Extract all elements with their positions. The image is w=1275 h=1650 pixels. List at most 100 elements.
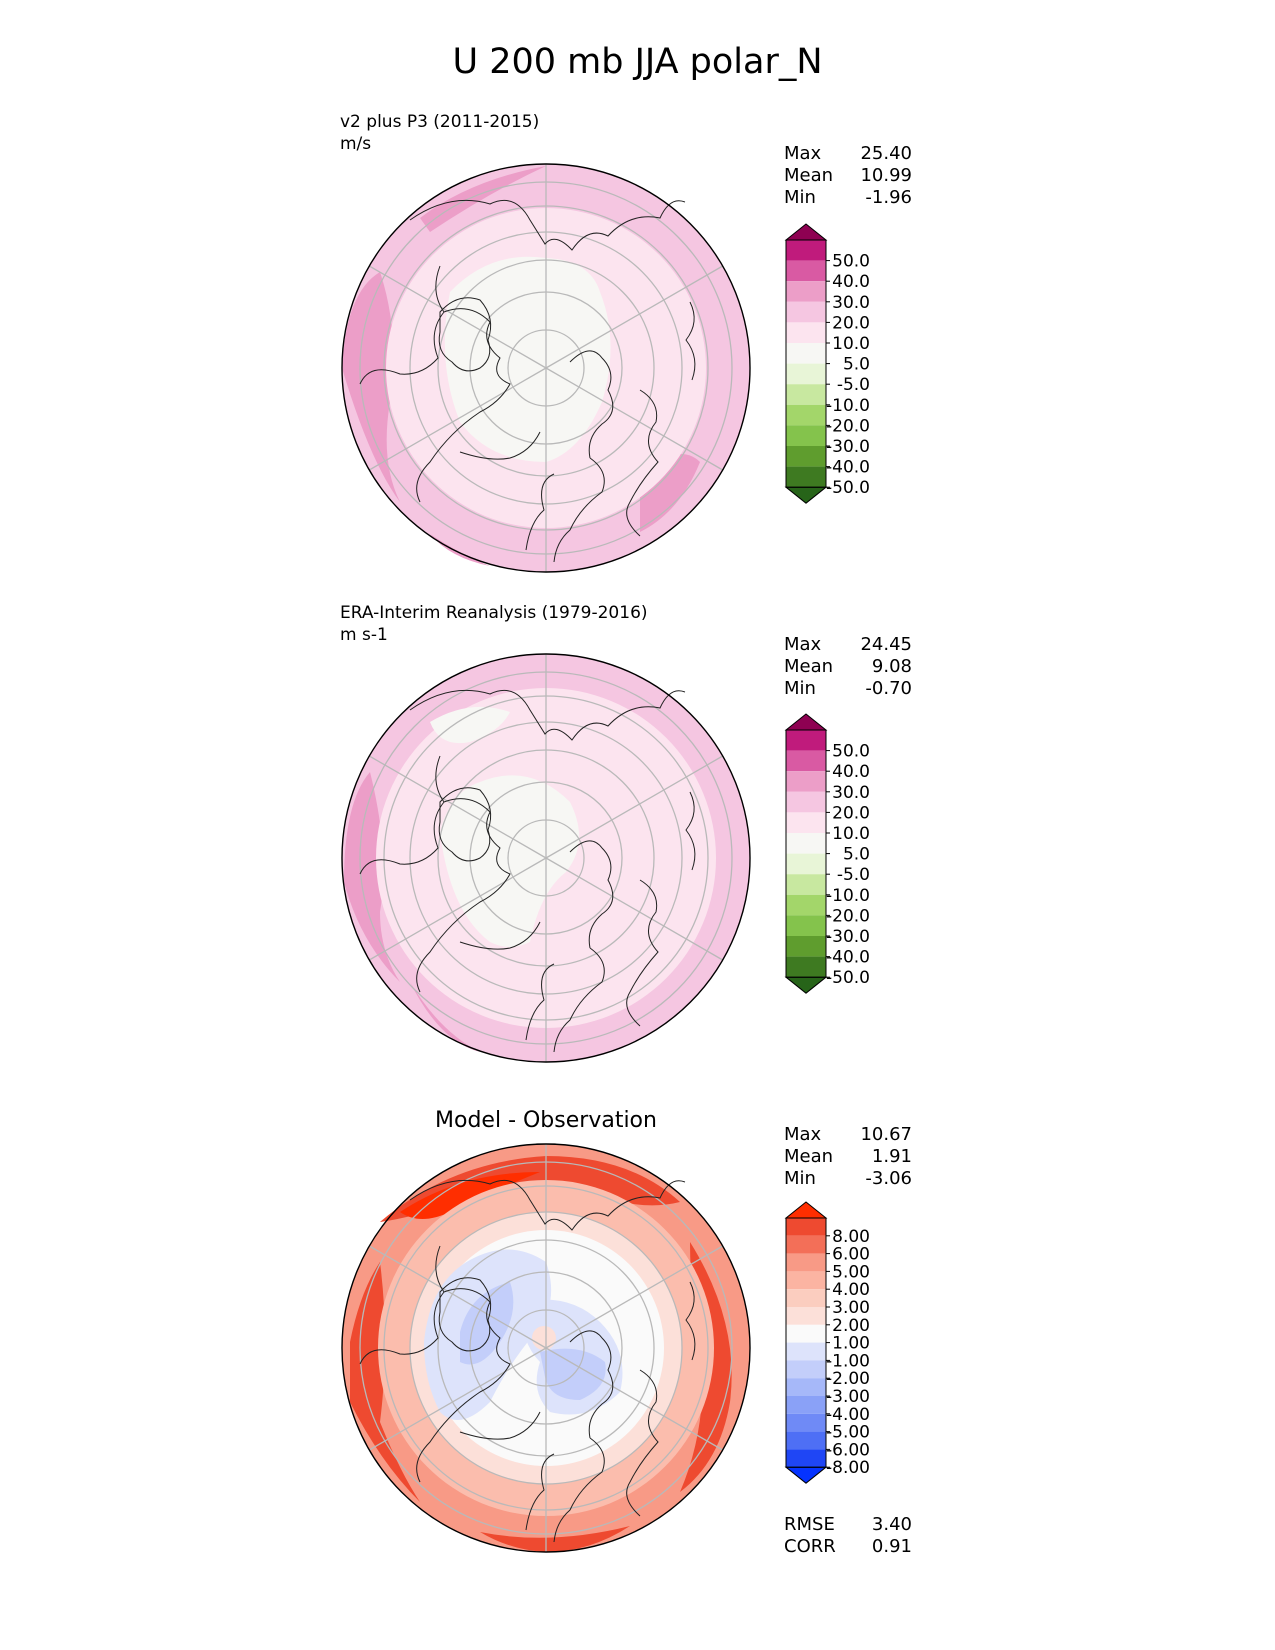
colorbar-tick-label: 40.0: [832, 762, 870, 782]
corr-label: CORR: [784, 1536, 836, 1557]
colorbar-tick-label: -5.0: [837, 375, 870, 395]
colorbar-tick-label: -4.00: [826, 1405, 870, 1425]
colorbar-tick-label: -30.0: [826, 927, 870, 947]
coastline: [553, 947, 605, 1053]
colorbar-tick-label: -2.00: [826, 1369, 870, 1389]
min-value: -0.70: [865, 678, 912, 699]
coastline: [359, 755, 445, 875]
panel-1-colorbar: 50.040.030.020.010.05.0-5.0-10.0-20.0-30…: [784, 223, 870, 504]
colorbar-tick-label: 5.00: [832, 1262, 870, 1282]
coastline: [459, 431, 541, 460]
panel-1-name: v2 plus P3 (2011-2015): [340, 112, 540, 132]
min-label: Min: [784, 678, 816, 699]
coastline: [409, 689, 686, 741]
colorbar-segment: [786, 771, 826, 792]
field-band-6-8: [350, 1262, 420, 1502]
colorbar-segment: [786, 425, 826, 446]
colorbar-tick-label: -40.0: [826, 458, 870, 478]
corr-value: 0.91: [871, 1536, 912, 1557]
panel-2-units: m s-1: [340, 625, 388, 645]
colorbar-tick-label: -8.00: [826, 1458, 870, 1478]
colorbar-segment: [786, 363, 826, 385]
colorbar-extend-bottom: [784, 486, 828, 504]
mean-value: 9.08: [871, 656, 912, 677]
max-label: Max: [784, 143, 822, 164]
coastline: [525, 473, 555, 551]
colorbar-tick-label: -1.00: [826, 1351, 870, 1371]
min-label: Min: [784, 187, 816, 208]
meridian-line: [545, 755, 723, 859]
colorbar-tick-label: 5.0: [843, 845, 870, 865]
colorbar-tick-label: 40.0: [832, 272, 870, 292]
panel-1-header: v2 plus P3 (2011-2015) m/s: [340, 111, 539, 155]
panel-2-colorbar: 50.040.030.020.010.05.0-5.0-10.0-20.0-30…: [784, 713, 870, 994]
colorbar-tick-label: -20.0: [826, 906, 870, 926]
colorbar-segment: [786, 936, 826, 957]
colorbar-segment: [786, 343, 826, 364]
meridian-line: [545, 857, 723, 961]
colorbar-extend-bottom: [784, 976, 828, 994]
colorbar-extend-top: [784, 713, 828, 731]
colorbar-tick-label: 50.0: [832, 252, 870, 272]
meridian-line: [369, 1347, 547, 1451]
map-boundary: [341, 653, 751, 1063]
meridian-line: [545, 1347, 723, 1451]
min-value: -3.06: [865, 1168, 912, 1189]
coastline: [569, 350, 614, 459]
coastline: [409, 1179, 686, 1231]
coastline: [459, 921, 541, 950]
colorbar-extend-bottom: [784, 1466, 828, 1484]
colorbar-tick-label: 4.00: [832, 1280, 870, 1300]
colorbar-segment: [786, 750, 826, 772]
rmse-value: 3.40: [871, 1514, 912, 1535]
mean-label: Mean: [784, 656, 834, 677]
colorbar-segment: [786, 1235, 826, 1254]
colorbar-tick-label: -6.00: [826, 1440, 870, 1460]
field-band-20-30: [420, 166, 546, 232]
meridian-line: [369, 755, 547, 859]
max-value: 24.45: [860, 634, 912, 655]
colorbar-segment: [786, 404, 826, 426]
colorbar-segment: [786, 240, 826, 261]
panel-1-map: [341, 163, 751, 573]
coastline: [685, 791, 696, 871]
colorbar-tick-label: -10.0: [826, 886, 870, 906]
colorbar-tick-label: 2.00: [832, 1316, 870, 1336]
colorbar-tick-label: 20.0: [832, 313, 870, 333]
colorbar-segment: [786, 791, 826, 813]
colorbar-segment: [786, 384, 826, 405]
colorbar-tick-label: 30.0: [832, 783, 870, 803]
field-band-20-30: [344, 772, 400, 982]
colorbar-segment: [786, 1413, 826, 1432]
colorbar-segment: [786, 1307, 826, 1325]
panel-1-units: m/s: [340, 134, 372, 154]
colorbar-tick-label: -20.0: [826, 416, 870, 436]
panel-1-stats: Max 25.40 Mean 10.99 Min -1.96: [784, 143, 912, 209]
max-label: Max: [784, 634, 822, 655]
meridian-line: [545, 1245, 723, 1349]
panel-3-map: [341, 1143, 751, 1553]
coastline: [626, 389, 659, 537]
mean-label: Mean: [784, 1146, 834, 1167]
coastline: [569, 840, 614, 949]
colorbar-tick-label: 10.0: [832, 824, 870, 844]
map-overlay: [341, 163, 751, 573]
max-label: Max: [784, 1124, 822, 1145]
mean-label: Mean: [784, 165, 834, 186]
coastline: [685, 1281, 696, 1361]
field-band-neg3-neg2: [460, 1282, 514, 1365]
coastline: [553, 1437, 605, 1543]
coastline: [626, 1369, 659, 1517]
figure-title: U 200 mb JJA polar_N: [452, 42, 823, 82]
coastline: [525, 963, 555, 1041]
colorbar-segment: [786, 1449, 826, 1468]
colorbar-segment: [786, 730, 826, 751]
map-boundary: [341, 1143, 751, 1553]
colorbar-tick-label: -40.0: [826, 948, 870, 968]
panel-2-header: ERA-Interim Reanalysis (1979-2016) m s-1: [340, 602, 648, 646]
field-band-6-8: [480, 1526, 630, 1552]
colorbar-segment: [786, 1378, 826, 1396]
colorbar-segment: [786, 1324, 826, 1343]
colorbar-segment: [786, 894, 826, 916]
panel-2-stats: Max 24.45 Mean 9.08 Min -0.70: [784, 634, 912, 700]
